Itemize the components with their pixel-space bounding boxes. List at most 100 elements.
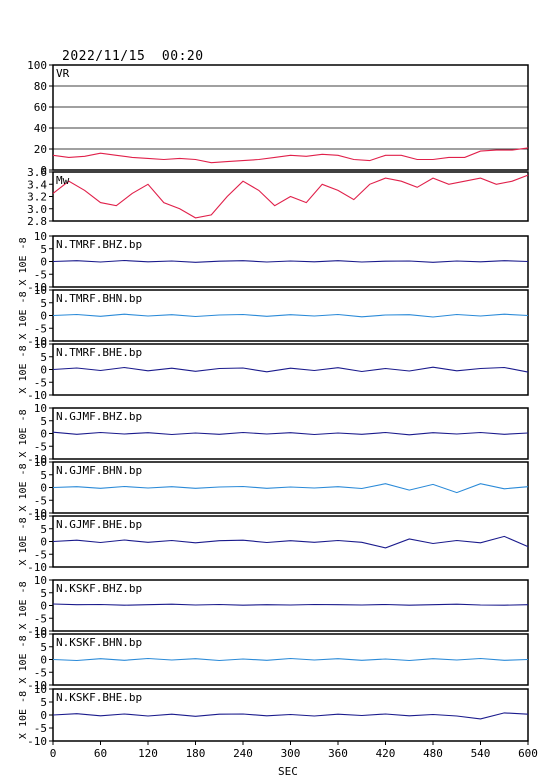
y-tick-label: 3.4 bbox=[27, 178, 47, 191]
y-tick-label: 3.6 bbox=[27, 166, 47, 179]
x-tick-label: 60 bbox=[94, 747, 107, 760]
y-tick-label: -5 bbox=[34, 548, 47, 561]
y-tick-label: 0 bbox=[40, 256, 47, 269]
panel-name: N.GJMF.BHE.bp bbox=[56, 518, 142, 531]
x-tick-label: 0 bbox=[50, 747, 57, 760]
y-tick-label: -5 bbox=[34, 322, 47, 335]
y-tick-label: -10 bbox=[27, 281, 47, 294]
x-tick-label: 420 bbox=[376, 747, 396, 760]
y-tick-label: 0 bbox=[40, 600, 47, 613]
y-tick-label: -5 bbox=[34, 722, 47, 735]
series-line bbox=[52, 535, 529, 549]
x-tick-label: 600 bbox=[518, 747, 538, 760]
panel-name: N.KSKF.BHE.bp bbox=[56, 691, 142, 704]
y-tick-label: -10 bbox=[27, 507, 47, 520]
series-line bbox=[52, 712, 529, 720]
timestamp: 2022/11/15 00:20 bbox=[62, 49, 204, 64]
series-line bbox=[52, 657, 529, 662]
x-tick-label: 180 bbox=[186, 747, 206, 760]
y-axis-label: X 10E -8 bbox=[18, 691, 29, 739]
y-tick-label: -10 bbox=[27, 389, 47, 402]
y-tick-label: -5 bbox=[34, 440, 47, 453]
x-tick-label: 300 bbox=[281, 747, 301, 760]
x-axis-title: SEC bbox=[278, 765, 298, 778]
panel-name: Mw bbox=[56, 174, 70, 187]
y-tick-label: 0 bbox=[40, 654, 47, 667]
y-tick-label: -10 bbox=[27, 335, 47, 348]
y-tick-label: 0 bbox=[40, 482, 47, 495]
y-axis-label: X 10E -8 bbox=[18, 517, 29, 565]
series-line bbox=[52, 431, 529, 436]
series-line bbox=[52, 259, 529, 263]
y-tick-label: 2.8 bbox=[27, 215, 47, 228]
y-axis-label: X 10E -8 bbox=[18, 635, 29, 683]
y-tick-label: 5 bbox=[40, 523, 47, 536]
panel-name: VR bbox=[56, 67, 70, 80]
series-line bbox=[52, 313, 529, 318]
y-tick-label: 80 bbox=[34, 80, 47, 93]
y-tick-label: 10 bbox=[34, 230, 47, 243]
y-tick-label: 0 bbox=[40, 364, 47, 377]
y-axis-label: X 10E -8 bbox=[18, 409, 29, 457]
panel-name: N.TMRF.BHZ.bp bbox=[56, 238, 142, 251]
y-axis-label: X 10E -8 bbox=[18, 345, 29, 393]
x-tick-label: 540 bbox=[471, 747, 491, 760]
y-tick-label: -10 bbox=[27, 735, 47, 748]
y-tick-label: 40 bbox=[34, 122, 47, 135]
y-tick-label: -10 bbox=[27, 561, 47, 574]
y-tick-label: 10 bbox=[34, 683, 47, 696]
y-tick-label: 10 bbox=[34, 628, 47, 641]
panel-name: N.GJMF.BHZ.bp bbox=[56, 410, 142, 423]
y-tick-label: 0 bbox=[40, 536, 47, 549]
y-tick-label: 10 bbox=[34, 456, 47, 469]
series-line bbox=[52, 483, 529, 494]
y-tick-label: -5 bbox=[34, 494, 47, 507]
y-tick-label: 5 bbox=[40, 587, 47, 600]
panel-name: N.GJMF.BHN.bp bbox=[56, 464, 142, 477]
y-tick-label: 10 bbox=[34, 574, 47, 587]
y-tick-label: 10 bbox=[34, 510, 47, 523]
y-tick-label: 5 bbox=[40, 696, 47, 709]
y-tick-label: 5 bbox=[40, 641, 47, 654]
y-axis-label: X 10E -8 bbox=[18, 463, 29, 511]
y-tick-label: 0 bbox=[40, 709, 47, 722]
x-tick-label: 120 bbox=[138, 747, 158, 760]
x-tick-label: 480 bbox=[423, 747, 443, 760]
series-line bbox=[52, 366, 529, 373]
y-axis-label: X 10E -8 bbox=[18, 291, 29, 339]
y-tick-label: 0 bbox=[40, 164, 47, 177]
y-tick-label: 5 bbox=[40, 243, 47, 256]
series-line bbox=[52, 147, 529, 164]
y-tick-label: -5 bbox=[34, 612, 47, 625]
y-tick-label: -5 bbox=[34, 268, 47, 281]
y-tick-label: -10 bbox=[27, 453, 47, 466]
panel-frame bbox=[52, 64, 529, 171]
panel-name: N.KSKF.BHN.bp bbox=[56, 636, 142, 649]
y-tick-label: 3.2 bbox=[27, 191, 47, 204]
y-tick-label: -10 bbox=[27, 625, 47, 638]
x-tick-label: 240 bbox=[233, 747, 253, 760]
y-tick-label: 100 bbox=[27, 59, 47, 72]
panel-name: N.TMRF.BHE.bp bbox=[56, 346, 142, 359]
x-tick-label: 360 bbox=[328, 747, 348, 760]
y-axis-label: X 10E -8 bbox=[18, 581, 29, 629]
y-tick-label: 0 bbox=[40, 310, 47, 323]
y-tick-label: 0 bbox=[40, 428, 47, 441]
y-tick-label: 5 bbox=[40, 415, 47, 428]
series-line bbox=[52, 174, 529, 219]
y-axis-label: X 10E -8 bbox=[18, 237, 29, 285]
y-tick-label: 3.0 bbox=[27, 203, 47, 216]
y-tick-label: 20 bbox=[34, 143, 47, 156]
y-tick-label: 10 bbox=[34, 338, 47, 351]
y-tick-label: 5 bbox=[40, 297, 47, 310]
panel-name: N.KSKF.BHZ.bp bbox=[56, 582, 142, 595]
y-tick-label: 10 bbox=[34, 402, 47, 415]
y-tick-label: 10 bbox=[34, 284, 47, 297]
y-tick-label: 60 bbox=[34, 101, 47, 114]
series-line bbox=[52, 603, 529, 606]
y-tick-label: -10 bbox=[27, 679, 47, 692]
y-tick-label: -5 bbox=[34, 666, 47, 679]
panel-name: N.TMRF.BHN.bp bbox=[56, 292, 142, 305]
y-tick-label: -5 bbox=[34, 376, 47, 389]
